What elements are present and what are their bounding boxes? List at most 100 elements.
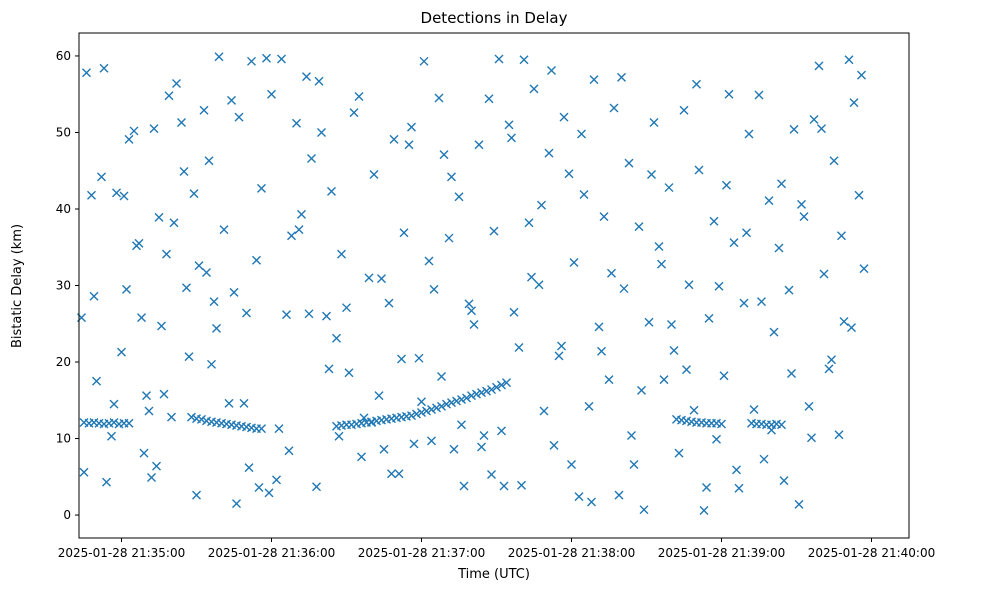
- data-point: [242, 308, 251, 318]
- y-axis-label: Bistatic Delay (km): [10, 224, 25, 348]
- data-point: [774, 243, 784, 253]
- data-point: [227, 95, 236, 105]
- data-point: [322, 311, 331, 321]
- data-point: [252, 255, 261, 265]
- data-point: [164, 91, 174, 101]
- data-point: [254, 483, 264, 492]
- data-point: [497, 380, 506, 390]
- data-point: [129, 126, 139, 136]
- x-tick-label: 2025-01-28 21:35:00: [58, 546, 185, 560]
- data-point: [122, 284, 131, 294]
- data-point: [412, 409, 421, 419]
- data-point: [179, 166, 189, 176]
- data-point: [639, 505, 649, 515]
- data-point: [207, 359, 216, 369]
- data-point: [324, 364, 334, 374]
- data-point: [197, 414, 206, 424]
- data-point: [109, 399, 119, 409]
- data-point: [97, 172, 106, 182]
- plot-frame: [78, 32, 910, 539]
- data-point: [649, 118, 659, 128]
- data-point: [414, 353, 424, 363]
- data-point: [749, 404, 759, 414]
- data-point: [447, 172, 456, 182]
- data-point: [584, 401, 594, 411]
- data-point: [477, 442, 486, 452]
- data-point: [364, 273, 374, 283]
- x-tick-label: 2025-01-28 21:38:00: [508, 546, 635, 560]
- data-point: [139, 448, 149, 458]
- data-point: [819, 269, 829, 279]
- data-point: [529, 84, 539, 94]
- data-point: [767, 425, 776, 435]
- data-point: [157, 321, 166, 331]
- data-point: [857, 70, 866, 80]
- data-point: [499, 481, 509, 491]
- data-point: [524, 218, 534, 228]
- data-point: [422, 406, 431, 416]
- data-point: [732, 465, 741, 475]
- data-point: [219, 225, 229, 235]
- data-point: [847, 323, 856, 333]
- data-point: [187, 412, 196, 422]
- data-point: [267, 89, 276, 99]
- data-point: [124, 418, 134, 428]
- data-point: [397, 354, 406, 364]
- marker-group: [77, 52, 869, 515]
- data-point: [119, 191, 129, 201]
- y-tick-label: 40: [56, 202, 71, 216]
- data-point: [332, 333, 341, 343]
- data-point: [664, 183, 674, 193]
- data-point: [704, 313, 714, 323]
- data-point: [589, 75, 599, 85]
- data-point: [619, 284, 629, 294]
- data-point: [514, 342, 524, 352]
- data-point: [334, 431, 344, 441]
- data-point: [719, 371, 729, 381]
- data-point: [534, 280, 544, 290]
- data-point: [634, 222, 644, 232]
- data-point: [604, 375, 614, 385]
- data-point: [304, 309, 314, 319]
- data-point: [667, 320, 676, 330]
- data-point: [432, 403, 441, 413]
- data-point: [837, 231, 846, 241]
- y-tick-label: 30: [56, 279, 71, 293]
- data-point: [387, 469, 396, 479]
- data-point: [124, 134, 134, 144]
- data-point: [629, 460, 639, 470]
- data-point: [417, 408, 426, 418]
- data-point: [794, 499, 804, 509]
- chart-title: Detections in Delay: [421, 9, 568, 27]
- data-point: [224, 398, 234, 408]
- data-point: [234, 112, 244, 122]
- data-point: [314, 76, 324, 86]
- data-point: [494, 54, 504, 64]
- data-point: [307, 153, 316, 163]
- data-point: [312, 482, 321, 492]
- data-point: [739, 298, 749, 308]
- data-point: [367, 417, 376, 427]
- data-point: [717, 419, 726, 429]
- data-point: [142, 391, 151, 401]
- data-point: [577, 129, 586, 139]
- data-point: [327, 186, 336, 196]
- data-point: [722, 180, 731, 190]
- data-point: [427, 404, 436, 414]
- x-tick-label: 2025-01-28 21:39:00: [658, 546, 785, 560]
- data-point: [337, 249, 346, 259]
- data-point: [709, 216, 719, 226]
- data-point: [504, 120, 514, 130]
- data-point: [507, 133, 516, 143]
- data-point: [277, 54, 286, 64]
- data-point: [484, 94, 494, 104]
- data-point: [317, 127, 326, 137]
- data-point: [477, 388, 486, 398]
- data-point: [292, 118, 301, 128]
- data-point: [262, 53, 271, 63]
- data-point: [854, 190, 864, 200]
- y-axis: 0 10 20 30 40 50 60: [56, 49, 79, 522]
- data-point: [454, 192, 464, 202]
- data-point: [537, 200, 546, 210]
- data-point: [159, 389, 169, 399]
